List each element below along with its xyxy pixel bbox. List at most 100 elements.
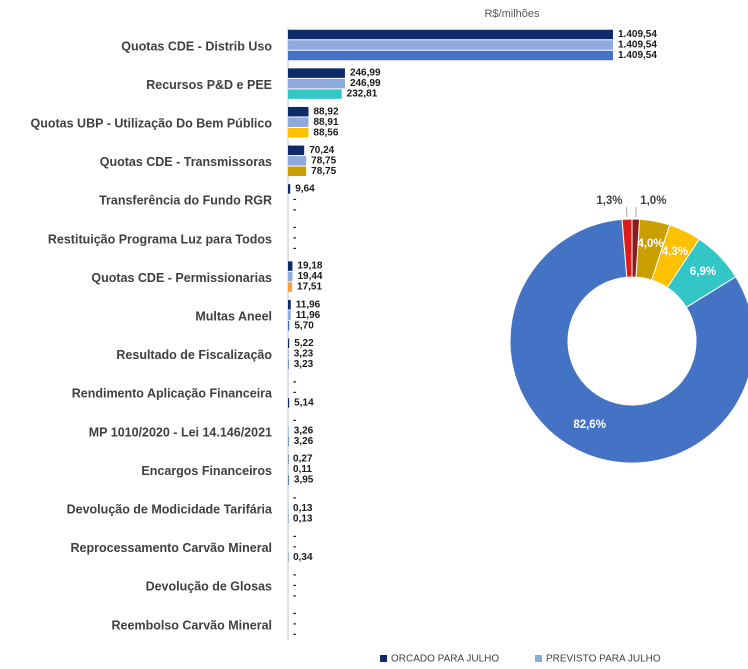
bar (288, 513, 289, 524)
category-label: Reembolso Carvão Mineral (112, 618, 272, 632)
value-label: 88,91 (314, 117, 339, 128)
category-label: Rendimento Aplicação Financeira (72, 387, 273, 401)
bar (288, 282, 293, 292)
slice-label: 6,9% (690, 266, 716, 278)
bar (288, 503, 289, 513)
value-label: - (293, 387, 296, 398)
value-label: 9,64 (295, 184, 315, 195)
value-label: 246,99 (350, 68, 381, 79)
category-label: Quotas UBP - Utilização Do Bem Público (31, 116, 273, 130)
value-label: - (293, 194, 296, 205)
value-label: 246,99 (350, 78, 381, 89)
bar (288, 40, 613, 50)
bar (288, 349, 289, 359)
bar (288, 552, 289, 563)
slice-label: 1,3% (596, 195, 622, 207)
value-label: 17,51 (297, 282, 322, 293)
value-label: - (293, 492, 296, 503)
value-label: 0,27 (293, 454, 313, 465)
value-label: - (293, 591, 296, 602)
bar (288, 261, 293, 271)
value-label: 11,96 (296, 310, 321, 321)
value-label: 0,13 (293, 513, 313, 524)
value-label: - (293, 580, 296, 591)
value-label: 0,13 (293, 503, 313, 514)
category-label: Encargos Financeiros (141, 464, 272, 478)
value-label: - (293, 608, 296, 619)
value-label: - (293, 619, 296, 630)
value-label: 0,11 (293, 464, 312, 475)
bar (288, 117, 309, 127)
category-label: Devolução de Glosas (146, 580, 272, 594)
legend-swatch (380, 655, 387, 662)
bar (288, 78, 345, 89)
category-label: Devolução de Modicidade Tarifária (67, 502, 273, 516)
bar (288, 338, 290, 349)
value-label: 78,75 (311, 155, 336, 166)
legend-swatch (535, 655, 542, 662)
slice-label: 1,0% (640, 195, 666, 207)
bar (288, 106, 309, 117)
value-label: - (293, 377, 296, 388)
bar (288, 299, 291, 310)
category-label: Multas Aneel (195, 309, 272, 323)
legend-label: ORCADO PARA JULHO (391, 654, 499, 665)
bar (288, 127, 309, 138)
value-label: 3,23 (294, 348, 314, 359)
bar (288, 454, 289, 464)
value-label: 0,34 (293, 552, 313, 563)
value-label: - (293, 415, 296, 426)
value-label: - (293, 629, 296, 640)
bar (288, 89, 342, 99)
value-label: - (293, 531, 296, 542)
value-label: 1.409,54 (618, 40, 657, 51)
bar (288, 426, 289, 436)
donut-slice (621, 218, 633, 278)
category-label: MP 1010/2020 - Lei 14.146/2021 (89, 425, 272, 439)
value-label: - (293, 205, 296, 216)
value-label: 11,96 (296, 299, 321, 310)
bar (288, 156, 307, 166)
value-label: 5,70 (294, 320, 314, 331)
bar (288, 398, 290, 408)
value-label: 1.409,54 (618, 50, 657, 61)
value-label: 1.409,54 (618, 29, 657, 40)
bar (288, 50, 613, 61)
slice-label: 82,6% (573, 419, 606, 431)
bar (288, 475, 289, 485)
value-label: 5,22 (294, 338, 314, 349)
value-label: 5,14 (294, 398, 314, 409)
value-label: - (293, 243, 296, 254)
category-label: Quotas CDE - Permissionarias (91, 271, 272, 285)
value-label: 88,92 (314, 106, 339, 117)
value-label: - (293, 222, 296, 233)
value-label: - (293, 541, 296, 552)
category-label: Quotas CDE - Transmissoras (100, 155, 272, 169)
value-label: 3,26 (294, 426, 314, 437)
value-label: - (293, 233, 296, 244)
slice-label: 4,0% (637, 238, 663, 250)
legend-label: PREVISTO PARA JULHO (546, 654, 661, 665)
value-label: 70,24 (309, 145, 334, 156)
bar (288, 359, 289, 370)
bar (288, 320, 290, 331)
value-label: 88,56 (313, 127, 338, 138)
value-label: 19,18 (297, 261, 322, 272)
bar (288, 271, 293, 282)
slice-label: 4,3% (662, 246, 688, 258)
bar (288, 436, 289, 447)
value-label: 3,23 (294, 359, 314, 370)
bar (288, 464, 289, 475)
value-label: 19,44 (297, 271, 322, 282)
chart-title: R$/milhões (484, 8, 540, 20)
value-label: 232,81 (347, 89, 378, 100)
category-label: Quotas CDE - Distrib Uso (121, 39, 272, 53)
donut-slice (509, 218, 748, 464)
value-label: 78,75 (311, 166, 336, 177)
bar (288, 310, 291, 320)
bar (288, 184, 291, 194)
category-label: Reprocessamento Carvão Mineral (71, 541, 272, 555)
bar (288, 145, 305, 156)
bar (288, 29, 613, 40)
